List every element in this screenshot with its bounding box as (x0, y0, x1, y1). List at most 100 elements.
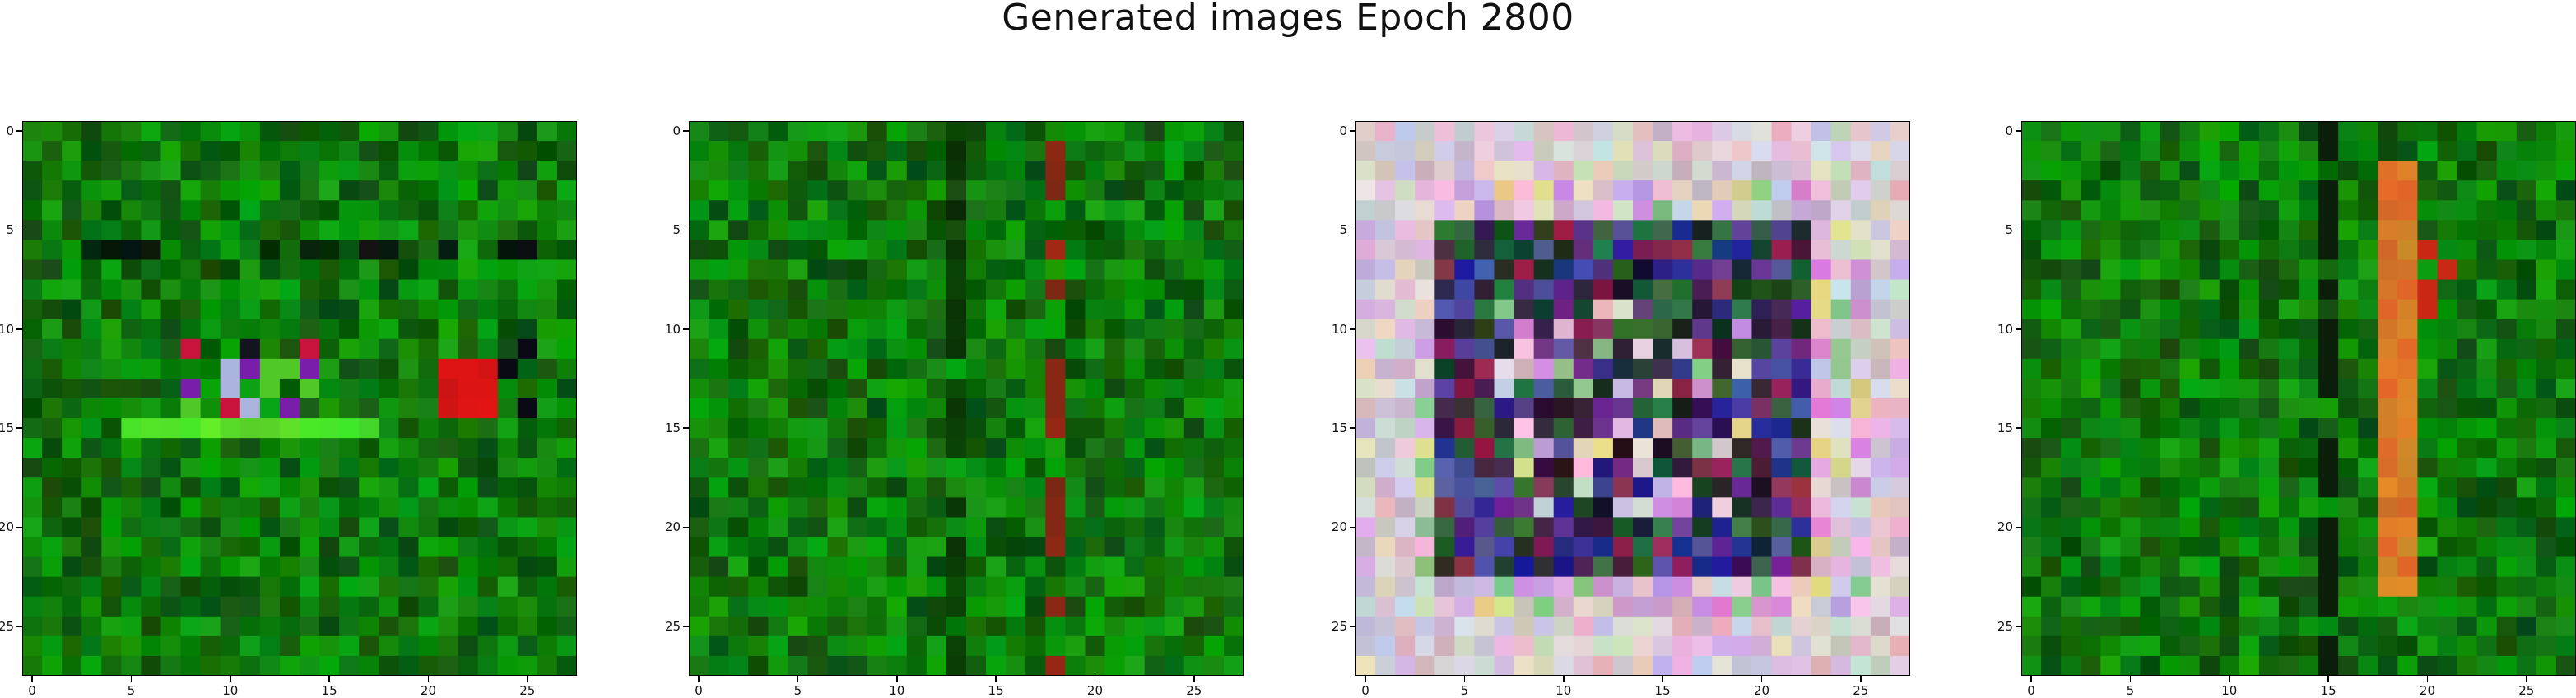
x-tick-mark (1463, 676, 1466, 682)
y-tick-label: 20 (1331, 519, 1347, 535)
x-tick-label: 10 (889, 683, 905, 698)
x-tick-label: 10 (1555, 683, 1572, 698)
x-tick-mark (31, 676, 33, 682)
x-tick-mark (1193, 676, 1195, 682)
y-tick-label: 20 (0, 519, 14, 535)
y-tick-mark (1350, 328, 1355, 330)
x-tick-label: 20 (1086, 683, 1103, 698)
x-tick-label: 5 (793, 683, 802, 698)
x-tick-label: 5 (2126, 683, 2135, 698)
x-tick-label: 15 (988, 683, 1004, 698)
y-tick-mark (683, 328, 689, 330)
x-tick-mark (797, 676, 799, 682)
y-tick-mark (2016, 626, 2021, 627)
y-tick-mark (1350, 427, 1355, 429)
x-tick-mark (1365, 676, 1366, 682)
y-tick-mark (683, 427, 689, 429)
x-tick-label: 25 (519, 683, 536, 698)
x-tick-mark (230, 676, 231, 682)
x-tick-mark (1094, 676, 1096, 682)
x-tick-label: 25 (1186, 683, 1202, 698)
y-tick-label: 5 (6, 222, 14, 238)
x-tick-label: 0 (695, 683, 703, 698)
x-tick-mark (896, 676, 898, 682)
y-tick-mark (16, 229, 22, 231)
y-tick-mark (2016, 130, 2021, 132)
x-tick-label: 20 (420, 683, 436, 698)
x-tick-label: 10 (222, 683, 239, 698)
x-tick-mark (1662, 676, 1663, 682)
x-tick-mark (328, 676, 330, 682)
x-tick-mark (2526, 676, 2527, 682)
y-tick-mark (2016, 427, 2021, 429)
y-tick-mark (16, 427, 22, 429)
y-tick-label: 10 (664, 321, 681, 337)
generated-image-panel-4: 0 5 10 15 20 25 0 5 10 15 20 25 (1997, 121, 2576, 698)
y-tick-mark (16, 328, 22, 330)
x-tick-label: 5 (127, 683, 136, 698)
figure-title: Generated images Epoch 2800 (1002, 0, 1574, 39)
y-tick-label: 5 (672, 222, 681, 238)
x-tick-label: 0 (2027, 683, 2035, 698)
x-tick-label: 20 (2419, 683, 2435, 698)
x-tick-label: 25 (2518, 683, 2535, 698)
generated-image-panel-2: 0 5 10 15 20 25 0 5 10 15 20 25 (665, 121, 1244, 698)
y-tick-label: 10 (1331, 321, 1347, 337)
pixel-grid (2021, 121, 2576, 676)
y-tick-mark (683, 626, 689, 627)
x-tick-label: 0 (1361, 683, 1369, 698)
y-tick-mark (1350, 229, 1355, 231)
y-tick-mark (1350, 130, 1355, 132)
y-tick-mark (1350, 626, 1355, 627)
generated-image-panel-1: 0 5 10 15 20 25 0 5 10 15 20 25 (0, 121, 577, 698)
y-tick-mark (1350, 526, 1355, 528)
y-tick-label: 15 (1997, 421, 2013, 436)
x-tick-label: 20 (1753, 683, 1769, 698)
pixel-grid (1355, 121, 1910, 676)
pixel-grid (22, 121, 577, 676)
y-tick-label: 10 (1997, 321, 2013, 337)
y-tick-mark (16, 526, 22, 528)
y-tick-mark (683, 130, 689, 132)
x-tick-mark (2229, 676, 2230, 682)
y-tick-mark (16, 626, 22, 627)
y-tick-mark (16, 130, 22, 132)
y-tick-label: 15 (1331, 421, 1347, 436)
x-tick-mark (2426, 676, 2429, 682)
y-tick-label: 25 (1997, 618, 2013, 634)
x-tick-mark (1860, 676, 1862, 682)
generated-image-panel-3: 0 5 10 15 20 25 0 5 10 15 20 25 (1332, 121, 1910, 698)
y-tick-mark (2016, 526, 2021, 528)
y-tick-label: 25 (0, 618, 14, 634)
y-tick-label: 5 (2005, 222, 2013, 238)
x-tick-label: 15 (2320, 683, 2337, 698)
x-tick-mark (2327, 676, 2329, 682)
x-tick-mark (698, 676, 700, 682)
x-tick-label: 15 (1654, 683, 1671, 698)
y-tick-label: 0 (2005, 123, 2013, 139)
y-tick-mark (683, 229, 689, 231)
x-tick-mark (1760, 676, 1763, 682)
y-tick-mark (683, 526, 689, 528)
y-tick-label: 0 (6, 123, 14, 139)
y-tick-label: 15 (664, 421, 681, 436)
x-tick-mark (1563, 676, 1565, 682)
x-tick-label: 10 (2221, 683, 2238, 698)
x-tick-label: 15 (321, 683, 337, 698)
y-tick-label: 5 (1339, 222, 1347, 238)
y-tick-label: 20 (1997, 519, 2013, 535)
x-tick-mark (995, 676, 997, 682)
y-tick-label: 25 (1331, 618, 1347, 634)
y-tick-label: 0 (1339, 123, 1347, 139)
y-tick-mark (2016, 328, 2021, 330)
x-tick-label: 25 (1853, 683, 1869, 698)
x-tick-mark (427, 676, 430, 682)
x-tick-mark (2030, 676, 2032, 682)
x-tick-label: 5 (1460, 683, 1469, 698)
x-tick-mark (527, 676, 528, 682)
x-tick-mark (130, 676, 133, 682)
y-tick-label: 10 (0, 321, 14, 337)
x-tick-mark (2129, 676, 2132, 682)
y-tick-label: 15 (0, 421, 14, 436)
y-tick-label: 20 (664, 519, 681, 535)
